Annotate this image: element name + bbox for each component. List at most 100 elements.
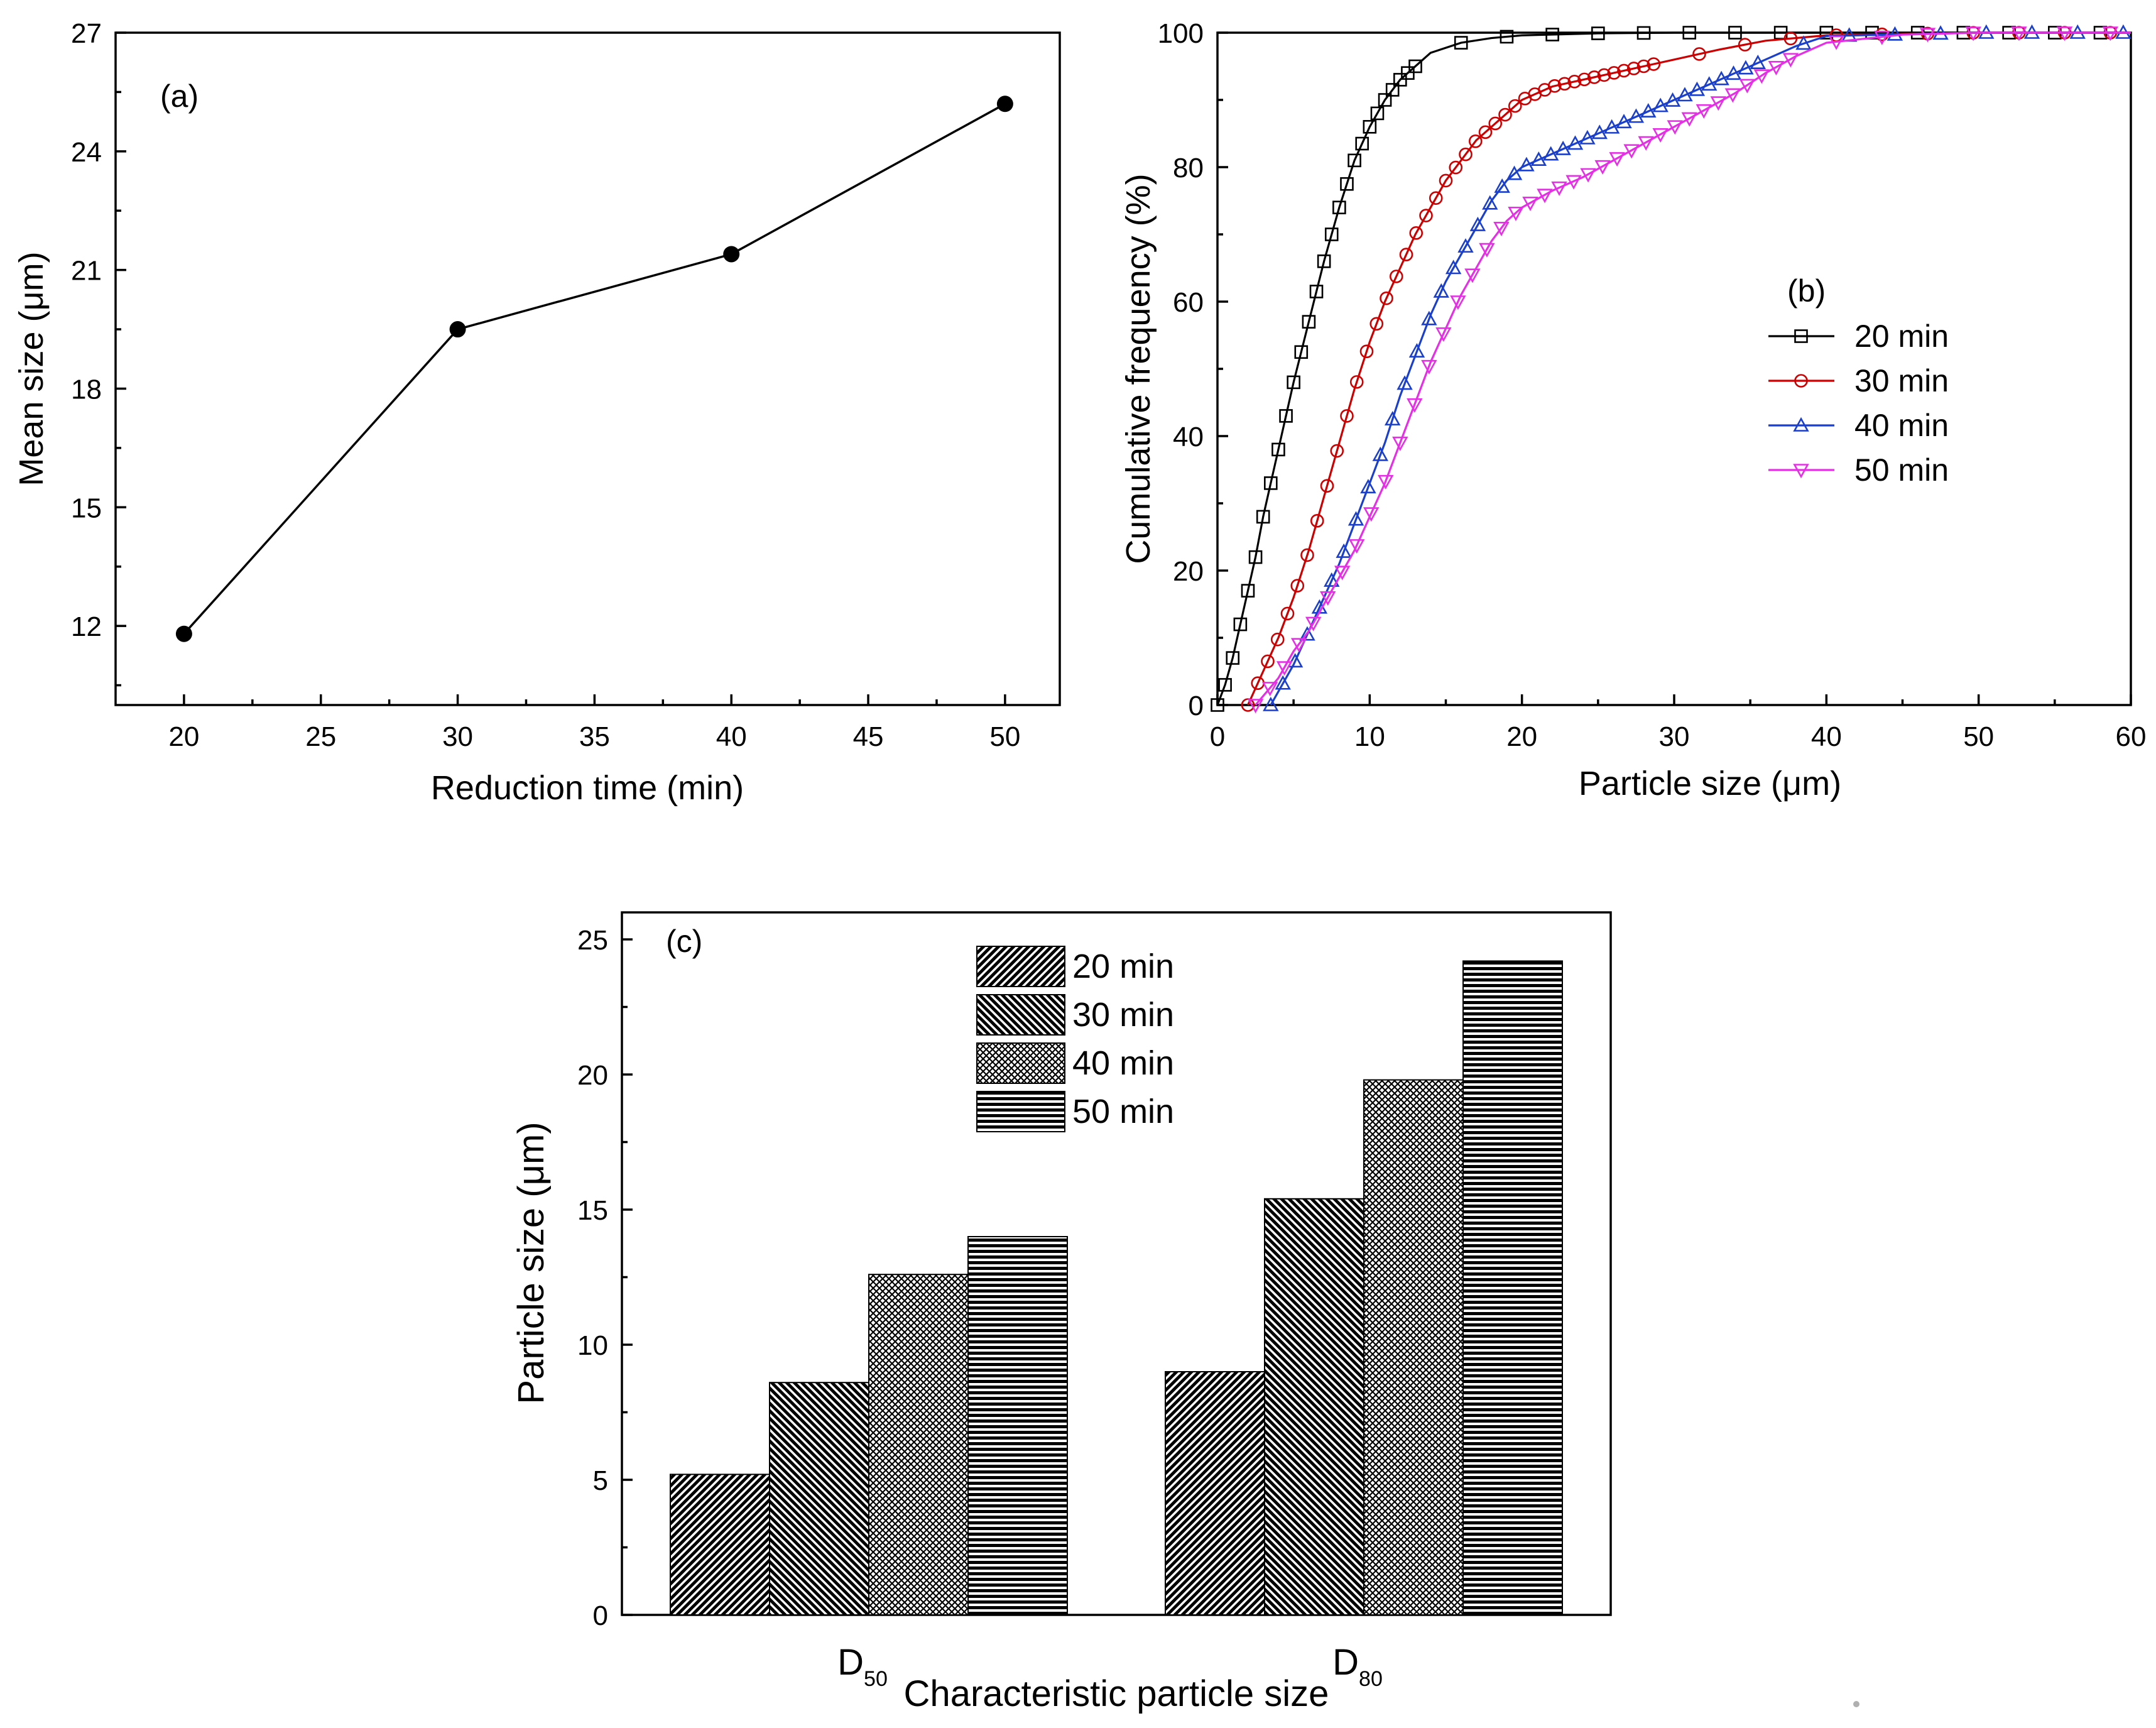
panel-b-marker bbox=[1522, 197, 1538, 212]
panel-b-marker bbox=[1324, 227, 1339, 241]
panel-b-marker bbox=[1874, 30, 1890, 45]
panel-b-marker bbox=[1226, 651, 1240, 665]
panel-b-marker bbox=[1433, 283, 1449, 298]
panel-b-legend-label: 40 min bbox=[1854, 408, 1949, 443]
panel-b-marker bbox=[1247, 699, 1264, 714]
panel-b-marker bbox=[1305, 616, 1322, 632]
panel-c-bar-D50-50-min bbox=[967, 1236, 1068, 1616]
panel-c-legend-label: 50 min bbox=[1072, 1093, 1174, 1130]
panel-c-bar-D80-30-min bbox=[1264, 1198, 1364, 1616]
panel-b-marker bbox=[1696, 104, 1712, 119]
decorative-dot bbox=[1853, 1701, 1859, 1707]
panel-b-marker bbox=[1211, 698, 1224, 712]
panel-b-marker bbox=[1429, 191, 1443, 205]
panel-b-marker bbox=[1280, 606, 1295, 621]
panel-b-marker bbox=[1652, 97, 1669, 112]
panel-a-point bbox=[723, 246, 740, 263]
panel-b-marker bbox=[1372, 446, 1389, 461]
panel-a-ytick-label: 18 bbox=[71, 374, 102, 405]
panel-b-marker bbox=[1384, 411, 1401, 426]
panel-b-xtick-label: 60 bbox=[2116, 721, 2147, 752]
panel-b-series-line-30-min bbox=[1247, 31, 2131, 706]
panel-a-ytick-label: 15 bbox=[71, 493, 102, 523]
panel-b-marker bbox=[1768, 61, 1785, 76]
panel-b-marker bbox=[1547, 79, 1562, 93]
panel-b-marker bbox=[1378, 474, 1394, 489]
panel-c-ytick-label: 20 bbox=[577, 1060, 608, 1091]
panel-a-point bbox=[175, 625, 192, 642]
panel-b-marker bbox=[2102, 26, 2118, 41]
panel-b-marker bbox=[1408, 342, 1425, 358]
panel-a-xlabel: Reduction time (min) bbox=[431, 769, 744, 807]
panel-b-marker bbox=[1457, 238, 1474, 253]
panel-b-marker bbox=[1498, 107, 1512, 122]
panel-b-marker bbox=[1355, 136, 1369, 151]
panel-c-legend-label: 20 min bbox=[1072, 948, 1174, 985]
panel-b-marker bbox=[1396, 375, 1413, 390]
panel-b-marker bbox=[1579, 129, 1596, 145]
panel-b-ylabel: Cumulative frequency (%) bbox=[1119, 173, 1157, 564]
panel-a-xtick-label: 25 bbox=[305, 721, 336, 752]
panel-b-marker bbox=[1299, 626, 1315, 641]
panel-c-legend-swatch bbox=[976, 994, 1065, 1036]
panel-c-bar-D50-20-min bbox=[670, 1474, 770, 1616]
panel-b-marker bbox=[1565, 175, 1582, 190]
panel-b-label: (b) bbox=[1787, 273, 1826, 309]
panel-c-xtick-label: D80 bbox=[1332, 1642, 1383, 1691]
panel-b-marker bbox=[1750, 54, 1766, 69]
panel-b-marker bbox=[1710, 96, 1726, 111]
panel-b-marker bbox=[1408, 59, 1422, 74]
panel-b-xtick-label: 30 bbox=[1659, 721, 1690, 752]
panel-b-marker bbox=[1348, 153, 1361, 168]
panel-b-legend-marker bbox=[1793, 464, 1809, 479]
panel-b-marker bbox=[1385, 83, 1400, 97]
panel-b-legend-marker bbox=[1794, 374, 1808, 388]
panel-b-marker bbox=[1725, 65, 1742, 80]
panel-b-marker bbox=[1360, 479, 1376, 494]
panel-b-marker bbox=[1681, 112, 1697, 127]
panel-b-marker bbox=[1543, 146, 1559, 161]
panel-b-marker bbox=[1290, 579, 1305, 593]
panel-b-marker bbox=[1537, 189, 1553, 204]
panel-a-ytick-label: 27 bbox=[71, 18, 102, 49]
panel-b-marker bbox=[1340, 177, 1354, 191]
panel-b-marker bbox=[2056, 26, 2073, 41]
panel-c-legend-swatch bbox=[976, 1091, 1065, 1132]
panel-b-xtick-label: 20 bbox=[1506, 721, 1537, 752]
panel-c-bar-D50-30-min bbox=[769, 1382, 869, 1616]
panel-a-mean-size-chart: (a) Reduction time (min) Mean size (μm) … bbox=[13, 18, 1061, 807]
panel-a-xtick-label: 45 bbox=[853, 721, 884, 752]
panel-b-legend-marker bbox=[1793, 417, 1809, 432]
panel-c-legend-swatch bbox=[976, 946, 1065, 987]
panel-b-marker bbox=[1336, 543, 1352, 558]
panel-c-frame bbox=[621, 911, 1612, 1616]
panel-b-marker bbox=[1261, 654, 1275, 669]
panel-a-xtick-label: 35 bbox=[579, 721, 610, 752]
panel-b-marker bbox=[1233, 617, 1248, 632]
panel-b-marker bbox=[1493, 222, 1510, 237]
panel-b-marker bbox=[1409, 226, 1424, 240]
panel-b-marker bbox=[1819, 26, 1834, 40]
panel-b-marker bbox=[1488, 116, 1503, 131]
panel-b-marker bbox=[1389, 270, 1403, 283]
panel-b-marker bbox=[1407, 398, 1423, 413]
panel-b-marker bbox=[1506, 165, 1523, 180]
panel-b-marker bbox=[1636, 59, 1651, 74]
panel-b-marker bbox=[1349, 539, 1365, 554]
panel-b-marker bbox=[1330, 444, 1344, 458]
panel-b-marker bbox=[1378, 93, 1392, 107]
panel-b-marker bbox=[1738, 60, 1754, 75]
panel-c-xtick-label: D50 bbox=[837, 1642, 888, 1691]
panel-b-marker bbox=[1319, 591, 1336, 606]
panel-b-marker bbox=[1479, 243, 1495, 258]
panel-b-marker bbox=[1494, 178, 1510, 193]
panel-b-marker bbox=[1647, 57, 1661, 71]
panel-b-marker bbox=[1300, 548, 1314, 562]
panel-b-marker bbox=[1435, 327, 1452, 342]
panel-c-bar-D80-40-min bbox=[1363, 1079, 1464, 1616]
panel-b-marker bbox=[1555, 140, 1571, 155]
panel-c-bar-chart: (c) Characteristic particle size Particl… bbox=[511, 911, 1612, 1714]
panel-b-marker bbox=[1478, 125, 1493, 139]
panel-b-series-line-50-min bbox=[1255, 31, 2131, 706]
panel-c-legend: 20 min 30 min 40 min 50 min bbox=[976, 946, 1174, 1132]
